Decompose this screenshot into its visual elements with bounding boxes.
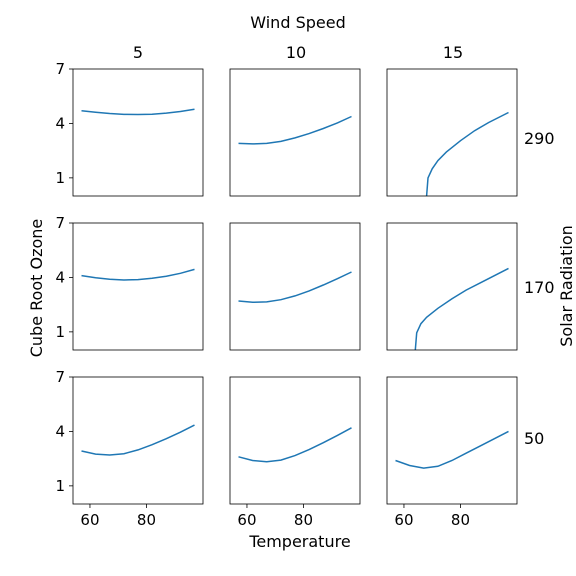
series-line <box>414 267 509 350</box>
row-label-290: 290 <box>524 129 555 148</box>
row-label-50: 50 <box>524 429 544 448</box>
panel-frame <box>386 376 518 505</box>
x-tick-label: 60 <box>237 511 256 529</box>
x-tick-label: 80 <box>137 511 156 529</box>
panel-frame <box>229 68 361 197</box>
x-axis-label: Temperature <box>248 532 350 551</box>
panel-frame <box>229 222 361 351</box>
panel-frame <box>386 68 518 197</box>
panel-r2-c1: 60 80 <box>229 376 361 529</box>
chart-title: Wind Speed <box>250 13 345 32</box>
y-tick-label: 7 <box>55 214 65 232</box>
panel-r1-c0: 1 4 7 <box>55 214 204 351</box>
panel-frame <box>229 376 361 505</box>
panel-frame <box>386 222 518 351</box>
series-line <box>238 427 352 463</box>
column-label-5: 5 <box>133 43 143 62</box>
y-tick-label: 1 <box>55 323 65 341</box>
panel-r1-c1 <box>229 222 361 351</box>
panel-r1-c2 <box>386 222 518 351</box>
column-label-15: 15 <box>443 43 463 62</box>
x-tick-label: 60 <box>80 511 99 529</box>
panel-r0-c2 <box>386 68 518 197</box>
panel-r2-c0: 1 4 7 60 80 <box>55 368 204 529</box>
series-line <box>238 115 352 145</box>
panel-r2-c2: 60 80 <box>386 376 518 529</box>
y-tick-label: 4 <box>55 422 65 440</box>
y-tick-label: 1 <box>55 477 65 495</box>
y-tick-label: 7 <box>55 60 65 78</box>
y-axis-label: Cube Root Ozone <box>27 219 46 358</box>
series-line <box>81 268 195 281</box>
x-tick-label: 60 <box>394 511 413 529</box>
series-line <box>81 108 195 116</box>
x-tick-label: 80 <box>294 511 313 529</box>
panel-frame <box>72 222 204 351</box>
series-line <box>395 430 509 469</box>
panel-grid: 1 4 7 1 4 7 1 4 7 60 80 60 80 60 80 <box>55 60 518 529</box>
y-tick-label: 4 <box>55 114 65 132</box>
panel-r0-c0: 1 4 7 <box>55 60 204 197</box>
y-tick-label: 7 <box>55 368 65 386</box>
series-line <box>238 271 352 304</box>
row-axis-label: Solar Radiation <box>557 225 576 346</box>
series-line <box>81 424 195 456</box>
row-label-170: 170 <box>524 278 555 297</box>
y-tick-label: 4 <box>55 268 65 286</box>
series-line <box>425 111 509 196</box>
x-tick-label: 80 <box>451 511 470 529</box>
y-tick-label: 1 <box>55 169 65 187</box>
panel-frame <box>72 68 204 197</box>
panel-r0-c1 <box>229 68 361 197</box>
panel-frame <box>72 376 204 505</box>
column-label-10: 10 <box>286 43 306 62</box>
